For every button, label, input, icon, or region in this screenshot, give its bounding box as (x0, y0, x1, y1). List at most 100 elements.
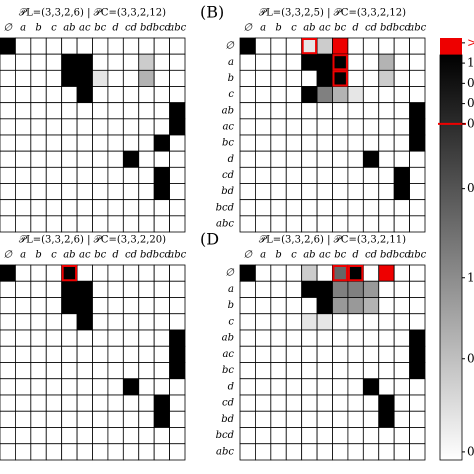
cell (0, 362, 16, 380)
cell (378, 86, 395, 104)
cell (332, 280, 349, 298)
cell (332, 329, 349, 347)
cell (285, 264, 303, 282)
cell (409, 37, 426, 55)
col-label: abc (168, 250, 186, 261)
cell (92, 134, 109, 152)
cell (153, 86, 170, 104)
cell (316, 86, 333, 104)
cell (30, 37, 47, 55)
cell (45, 150, 63, 168)
cell (270, 166, 287, 184)
cell (239, 280, 256, 298)
cell (270, 345, 287, 363)
cell (122, 313, 140, 331)
cell (316, 134, 333, 152)
cell (122, 443, 140, 461)
cell (332, 215, 349, 233)
cell (45, 345, 63, 363)
row-label: ∅ (225, 268, 235, 279)
col-label: ab (63, 23, 75, 34)
cell (122, 378, 140, 396)
cell (332, 86, 349, 104)
cell (393, 215, 410, 233)
cell (0, 134, 16, 152)
cell (45, 37, 63, 55)
cell (301, 443, 318, 461)
cell (138, 150, 155, 168)
cell (138, 183, 155, 201)
cell (409, 329, 426, 347)
cell (239, 297, 256, 315)
cell (301, 150, 318, 168)
cell (270, 280, 287, 298)
cell (285, 102, 303, 120)
cell (347, 264, 364, 282)
cell (153, 183, 170, 201)
cell (362, 443, 380, 461)
cell (285, 215, 303, 233)
cell (76, 150, 93, 168)
row-label: b (228, 73, 234, 84)
cell (153, 69, 170, 87)
cell (393, 134, 410, 152)
cell (332, 69, 349, 87)
cell (15, 150, 32, 168)
cell (378, 118, 395, 136)
cell (107, 313, 124, 331)
cell (76, 69, 93, 87)
cell (15, 394, 32, 412)
col-label: ∅ (3, 250, 13, 261)
col-label: b (35, 250, 41, 261)
col-label: cd (125, 250, 137, 261)
cell (45, 313, 63, 331)
cell (122, 134, 140, 152)
cell (122, 53, 140, 71)
cell (316, 102, 333, 120)
cell (239, 199, 256, 217)
cell (122, 427, 140, 445)
cell (285, 199, 303, 217)
cell (393, 329, 410, 347)
cell (122, 394, 140, 412)
cell (316, 166, 333, 184)
cell (270, 53, 287, 71)
cell (169, 199, 186, 217)
cell (301, 199, 318, 217)
cell (76, 118, 93, 136)
cell (138, 118, 155, 136)
cell (0, 394, 16, 412)
cell (30, 166, 47, 184)
cell (15, 410, 32, 428)
cell (0, 86, 16, 104)
cell (285, 410, 303, 428)
cell (45, 394, 63, 412)
col-label: a (20, 250, 26, 261)
cell (138, 297, 155, 315)
cell (153, 166, 170, 184)
cell (76, 166, 93, 184)
cell (15, 199, 32, 217)
cell (169, 102, 186, 120)
cell (301, 410, 318, 428)
cell (153, 345, 170, 363)
cell (378, 53, 395, 71)
cell (15, 102, 32, 120)
cell (92, 166, 109, 184)
cell (332, 53, 349, 71)
cell (270, 134, 287, 152)
cell (61, 118, 78, 136)
cell (61, 37, 78, 55)
cell (0, 199, 16, 217)
cell (347, 102, 364, 120)
cell (301, 118, 318, 136)
cell (378, 102, 395, 120)
cell (301, 394, 318, 412)
cell (301, 102, 318, 120)
cell (15, 313, 32, 331)
cell (378, 199, 395, 217)
cell (393, 264, 410, 282)
cell (362, 86, 380, 104)
cell (239, 394, 256, 412)
cell (76, 427, 93, 445)
